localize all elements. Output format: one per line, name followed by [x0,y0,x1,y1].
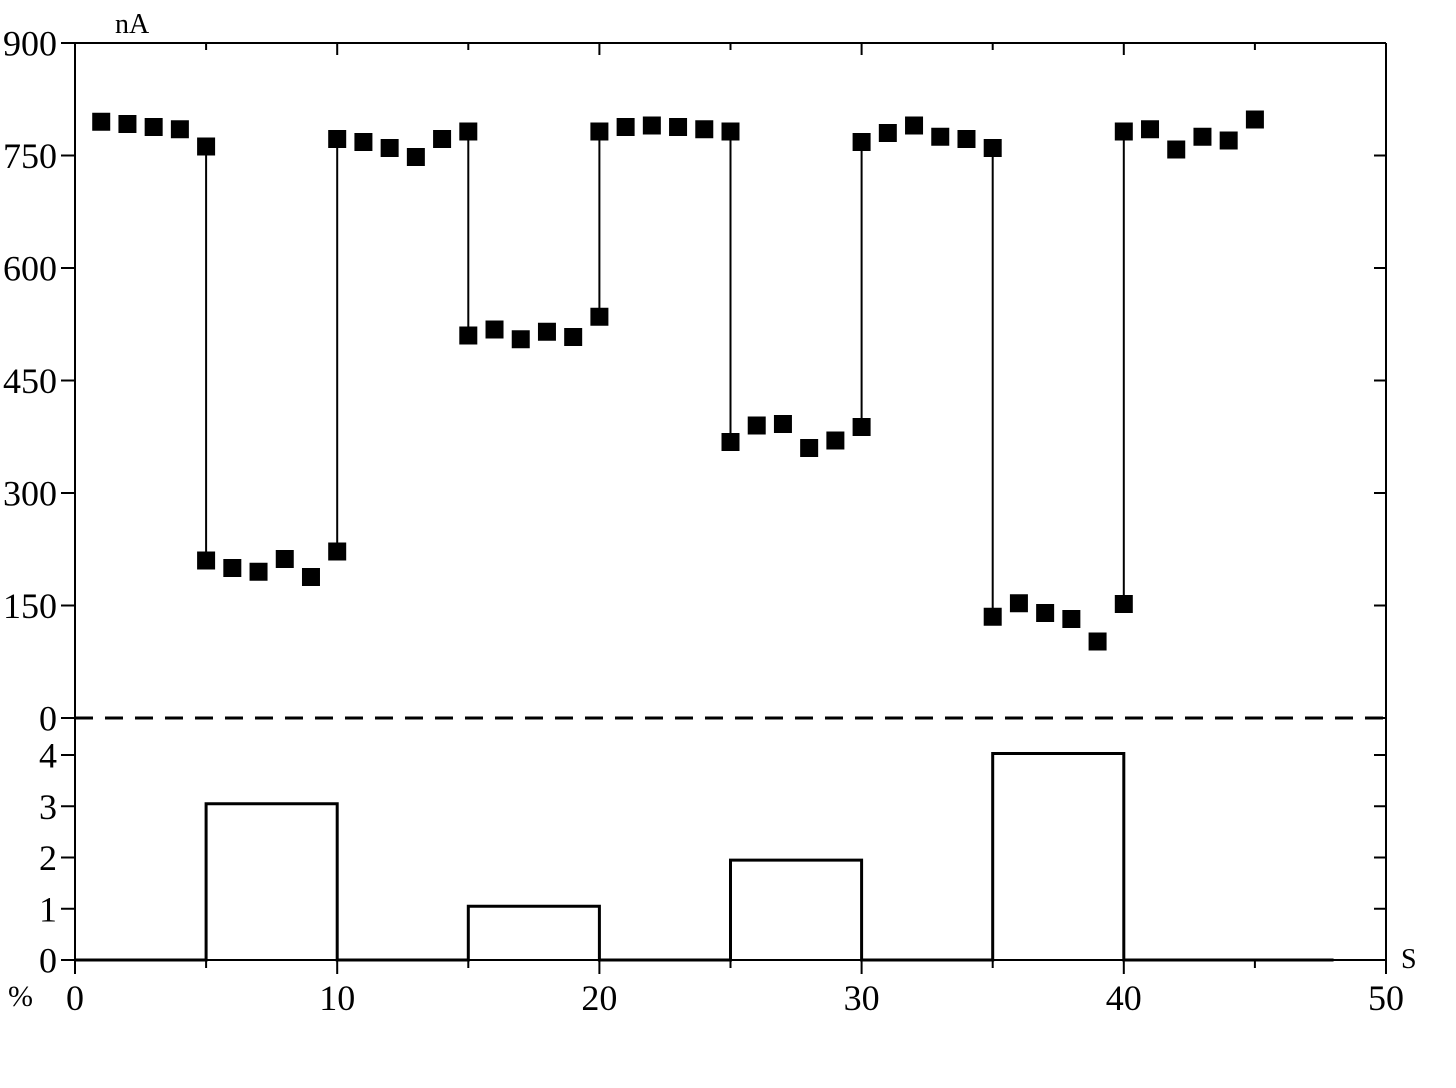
scatter-marker [250,563,268,581]
scatter-marker [590,308,608,326]
scatter-marker [722,433,740,451]
pct-axis-title: % [8,980,33,1013]
x-tick-label: 50 [1368,978,1404,1018]
scatter-marker [1010,594,1028,612]
scatter-marker [1220,132,1238,150]
scatter-marker [92,113,110,131]
scatter-marker [722,123,740,141]
scatter-marker [1089,633,1107,651]
scatter-marker [643,117,661,135]
scatter-marker [1062,610,1080,628]
scatter-marker [407,148,425,166]
scatter-marker [879,124,897,142]
scatter-marker [853,418,871,436]
scatter-marker [118,115,136,133]
x-tick-label: 30 [844,978,880,1018]
y-bot-tick-label: 3 [39,787,57,827]
scatter-marker [1036,604,1054,622]
x-tick-label: 20 [581,978,617,1018]
x-tick-label: 0 [66,978,84,1018]
scatter-marker [538,323,556,341]
y-top-tick-label: 150 [3,586,57,626]
scatter-marker [1167,141,1185,159]
scatter-marker [1141,120,1159,138]
chart-background [0,0,1456,1088]
y-top-tick-label: 750 [3,136,57,176]
y-top-tick-label: 600 [3,249,57,289]
scatter-marker [590,123,608,141]
y-bot-tick-label: 2 [39,838,57,878]
y-top-tick-label: 0 [39,699,57,739]
y-top-tick-label: 450 [3,361,57,401]
y-axis-title: nA [115,9,150,40]
chart-container: 0 10 20 30 40 50 0 150 300 450 600 750 900 0 1 2 3 4 nA S% [0,0,1456,1088]
scatter-marker [145,118,163,136]
chart-svg: 0 10 20 30 40 50 0 150 300 450 600 750 900 0 1 2 3 4 nA S% [0,0,1456,1088]
scatter-marker [748,417,766,435]
scatter-marker [459,123,477,141]
scatter-marker [564,328,582,346]
scatter-marker [1246,111,1264,129]
scatter-marker [695,120,713,138]
scatter-marker [171,120,189,138]
scatter-marker [774,415,792,433]
scatter-marker [486,321,504,339]
scatter-marker [617,118,635,136]
scatter-marker [328,543,346,561]
scatter-marker [512,330,530,348]
scatter-marker [328,130,346,148]
scatter-marker [459,327,477,345]
scatter-marker [1193,128,1211,146]
y-bot-tick-label: 1 [39,889,57,929]
scatter-marker [302,568,320,586]
scatter-marker [1115,595,1133,613]
scatter-marker [984,139,1002,157]
scatter-marker [905,117,923,135]
y-bot-tick-label: 0 [39,941,57,981]
scatter-marker [800,439,818,457]
scatter-marker [197,138,215,156]
scatter-marker [826,432,844,450]
scatter-marker [957,130,975,148]
scatter-marker [669,118,687,136]
scatter-marker [197,552,215,570]
y-top-tick-label: 300 [3,474,57,514]
y-bot-tick-label: 4 [39,736,57,776]
scatter-marker [433,130,451,148]
y-top-tick-label: 900 [3,24,57,64]
scatter-marker [223,559,241,577]
scatter-marker [1115,123,1133,141]
scatter-marker [931,128,949,146]
scatter-marker [354,133,372,151]
scatter-marker [276,550,294,568]
scatter-marker [984,608,1002,626]
scatter-marker [381,139,399,157]
x-tick-label: 10 [319,978,355,1018]
scatter-marker [853,133,871,151]
x-tick-label: 40 [1106,978,1142,1018]
x-axis-title: S [1401,944,1417,975]
